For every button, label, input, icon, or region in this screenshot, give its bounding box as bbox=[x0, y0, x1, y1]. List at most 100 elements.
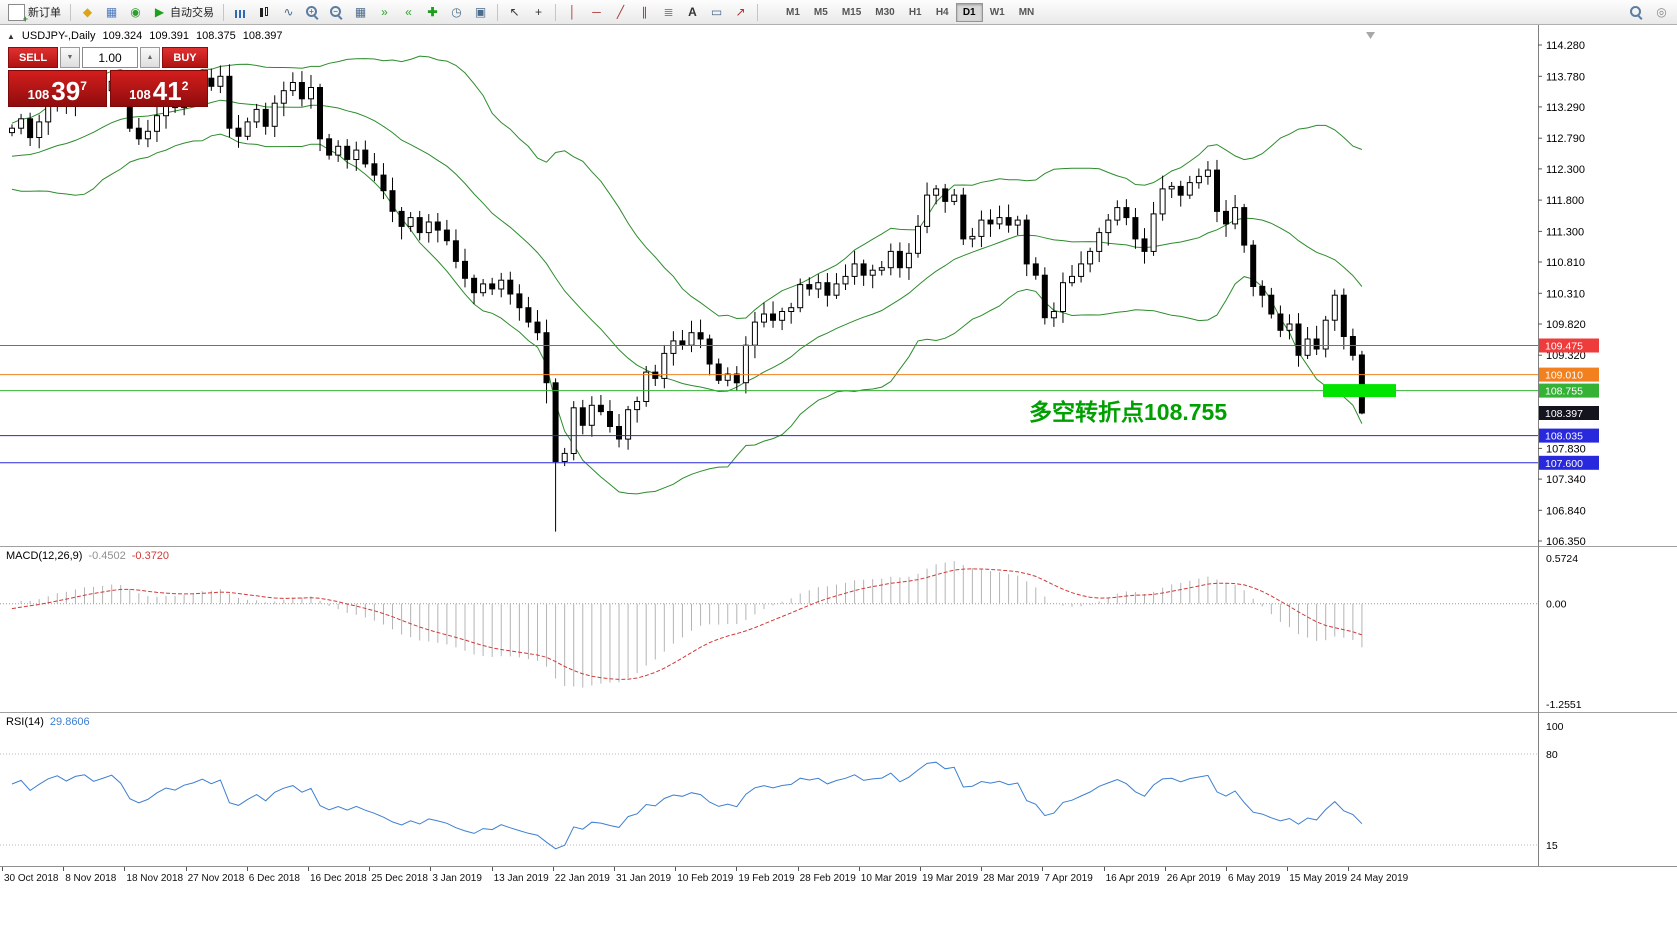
svg-text:110.310: 110.310 bbox=[1546, 288, 1585, 300]
time-axis-label: 10 Feb 2019 bbox=[677, 873, 734, 884]
zoom-in-button[interactable] bbox=[301, 2, 324, 23]
volume-up-button[interactable]: ▲ bbox=[140, 47, 160, 68]
indicators-button[interactable]: ✚ bbox=[421, 2, 444, 23]
volume-input[interactable] bbox=[82, 47, 138, 68]
chart-candles-button[interactable] bbox=[253, 2, 276, 23]
pivot-annotation-text[interactable]: 多空转折点108.755 bbox=[1029, 399, 1228, 425]
sell-price-button[interactable]: 108 39 7 bbox=[8, 70, 107, 107]
channel-button[interactable]: ∥ bbox=[633, 2, 656, 23]
price-axis-ticks: 114.280 113.780 113.290 112.790 112.300 111.8… bbox=[1538, 40, 1586, 546]
tab-timeframe-H4[interactable]: H4 bbox=[929, 3, 956, 22]
templates-button[interactable]: ▣ bbox=[469, 2, 492, 23]
chart-bars-button[interactable] bbox=[229, 2, 252, 23]
community-button[interactable]: ◎ bbox=[1650, 2, 1673, 23]
sell-label-button[interactable]: SELL bbox=[8, 47, 58, 68]
macd-canvas[interactable]: 0.5724 0.00 -1.2551 bbox=[0, 546, 1677, 712]
text-tool-button[interactable]: A bbox=[681, 2, 704, 23]
chart-shift-marker[interactable] bbox=[1366, 32, 1375, 39]
sell-price-big: 39 bbox=[51, 76, 81, 106]
time-axis-label: 28 Feb 2019 bbox=[799, 873, 856, 884]
rsi-value: 29.8606 bbox=[49, 716, 90, 728]
time-tick bbox=[1287, 867, 1289, 871]
price-badge bbox=[1539, 406, 1599, 420]
tab-timeframe-M30[interactable]: M30 bbox=[868, 3, 901, 22]
trendline-button[interactable]: ╱ bbox=[609, 2, 632, 23]
price-badge bbox=[1539, 383, 1599, 398]
one-click-collapse-toggle[interactable]: ▲ bbox=[7, 31, 15, 41]
macd-panel: 0.5724 0.00 -1.2551 MACD(12,26,9) -0.4502 … bbox=[0, 546, 1677, 712]
search-button[interactable] bbox=[1625, 2, 1648, 23]
periods-button[interactable]: ◷ bbox=[445, 2, 468, 23]
macd-histogram bbox=[11, 561, 1363, 688]
text-tool-icon: A bbox=[688, 4, 697, 19]
time-axis-label: 13 Jan 2019 bbox=[493, 873, 549, 884]
search-icon bbox=[1629, 5, 1644, 20]
crosshair-button[interactable]: + bbox=[527, 2, 550, 23]
price-chart-canvas[interactable]: 114.280 113.780 113.290 112.790 112.300 111.8… bbox=[0, 25, 1677, 546]
horizontal-line-button[interactable]: ─ bbox=[585, 2, 608, 23]
highlight-rectangle[interactable] bbox=[1323, 384, 1396, 398]
rsi-canvas[interactable]: 100 80 15 bbox=[0, 712, 1677, 866]
tile-windows-button[interactable]: ▦ bbox=[349, 2, 372, 23]
toolbar-separator bbox=[555, 3, 556, 21]
text-label-button[interactable]: ▭ bbox=[705, 2, 728, 23]
chart-shift-button[interactable]: « bbox=[397, 2, 420, 23]
sell-price-prefix: 108 bbox=[27, 87, 50, 102]
vertical-line-button[interactable]: │ bbox=[561, 2, 584, 23]
arrows-tool-button[interactable]: ↗ bbox=[729, 2, 752, 23]
tab-timeframe-M15[interactable]: M15 bbox=[835, 3, 868, 22]
tab-timeframe-M5[interactable]: M5 bbox=[807, 3, 835, 22]
tab-timeframe-M1[interactable]: M1 bbox=[779, 3, 807, 22]
time-tick bbox=[736, 867, 738, 871]
tab-timeframe-H1[interactable]: H1 bbox=[902, 3, 929, 22]
symbol-info: ▲ USDJPY-,Daily 109.324 109.391 108.375 … bbox=[7, 30, 283, 42]
fibonacci-button[interactable]: ≣ bbox=[657, 2, 680, 23]
chart-shift-icon: « bbox=[405, 4, 412, 19]
chart-line-button[interactable]: ∿ bbox=[277, 2, 300, 23]
tab-timeframe-W1[interactable]: W1 bbox=[983, 3, 1012, 22]
strategy-tester-button[interactable]: ◉ bbox=[124, 2, 147, 23]
time-axis-label: 19 Mar 2019 bbox=[922, 873, 979, 884]
buy-price-button[interactable]: 108 41 2 bbox=[109, 70, 208, 107]
new-order-button[interactable]: 新订单 bbox=[4, 2, 65, 24]
autotrading-button[interactable]: ▶ 自动交易 bbox=[148, 2, 218, 23]
time-tick bbox=[369, 867, 371, 871]
data-window-button[interactable]: ▦ bbox=[100, 2, 123, 23]
time-tick bbox=[1226, 867, 1227, 871]
line-chart-icon: ∿ bbox=[283, 4, 294, 19]
svg-text:114.280: 114.280 bbox=[1546, 40, 1585, 52]
zoom-out-button[interactable] bbox=[325, 2, 348, 23]
ohlc-high: 109.391 bbox=[149, 30, 190, 42]
auto-scroll-button[interactable]: » bbox=[373, 2, 396, 23]
buy-label-button[interactable]: BUY bbox=[162, 47, 208, 68]
buy-price-big: 41 bbox=[152, 76, 182, 106]
candles bbox=[9, 64, 1365, 532]
macd-signal-line bbox=[11, 568, 1363, 680]
toolbar-right-tools: ◎ bbox=[1625, 2, 1673, 23]
ohlc-open: 109.324 bbox=[102, 30, 143, 42]
time-tick bbox=[1164, 867, 1166, 871]
cursor-button[interactable]: ↖ bbox=[503, 2, 526, 23]
time-axis-label: 19 Feb 2019 bbox=[738, 873, 795, 884]
time-tick bbox=[1348, 867, 1350, 871]
toolbar-separator bbox=[223, 3, 224, 21]
svg-text:109.010: 109.010 bbox=[1545, 370, 1583, 382]
volume-dropdown-button[interactable]: ▼ bbox=[60, 47, 80, 68]
new-order-icon bbox=[8, 3, 28, 24]
time-axis-label: 15 May 2019 bbox=[1289, 873, 1348, 884]
metaeditor-button[interactable]: ◆ bbox=[76, 2, 99, 23]
periods-clock-icon: ◷ bbox=[451, 4, 462, 19]
crosshair-icon: + bbox=[534, 4, 542, 19]
time-tick bbox=[185, 867, 187, 871]
tab-timeframe-D1[interactable]: D1 bbox=[955, 2, 983, 22]
candlestick-icon bbox=[257, 5, 272, 20]
svg-text:109.320: 109.320 bbox=[1546, 350, 1586, 362]
svg-text:106.350: 106.350 bbox=[1546, 536, 1586, 546]
macd-label: MACD(12,26,9) -0.4502 -0.3720 bbox=[6, 550, 169, 562]
main-chart-panel: 114.280 113.780 113.290 112.790 112.300 111.8… bbox=[0, 25, 1677, 546]
tab-timeframe-MN[interactable]: MN bbox=[1012, 3, 1042, 22]
svg-text:113.290: 113.290 bbox=[1546, 102, 1585, 114]
time-axis[interactable]: 30 Oct 2018 8 Nov 2018 18 Nov 2018 27 Nov 2… bbox=[0, 866, 1677, 891]
bar-chart-icon bbox=[233, 5, 248, 20]
tester-icon: ◉ bbox=[130, 4, 141, 19]
